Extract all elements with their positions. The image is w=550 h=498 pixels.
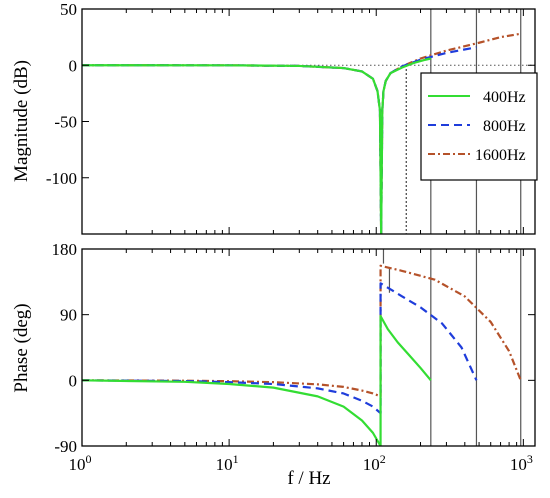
x-tick-label: 100 — [69, 452, 92, 474]
legend: 400Hz 800Hz 1600Hz — [420, 72, 538, 181]
phase-y-tick-label: 0 — [69, 371, 78, 390]
magnitude-series-group — [82, 32, 521, 234]
phase-axes-frame — [81, 248, 536, 447]
legend-label-400hz: 400Hz — [483, 89, 526, 106]
phase-y-tick-label: -90 — [54, 437, 77, 456]
phase-plot: 180 90 0 -90 100 101 102 103 Phase (deg) f / H… — [11, 240, 536, 489]
magnitude-y-tick-label: 0 — [69, 56, 78, 75]
phase-series-1600hz — [82, 264, 522, 398]
legend-label-1600hz: 1600Hz — [475, 147, 526, 164]
magnitude-y-tick-label: 50 — [60, 0, 77, 19]
magnitude-ticks — [81, 8, 535, 234]
magnitude-y-tick-labels: 50 0 -50 -100 — [46, 0, 77, 188]
phase-vertical-lines — [382, 249, 522, 446]
phase-y-tick-labels: 180 90 0 -90 — [52, 240, 78, 456]
phase-y-axis-label: Phase (deg) — [11, 303, 32, 392]
phase-x-tick-labels: 100 101 102 103 — [69, 452, 533, 474]
frequency-x-axis-label: f / Hz — [287, 468, 330, 489]
phase-ticks — [81, 248, 535, 447]
magnitude-series-400hz — [82, 57, 432, 234]
magnitude-y-axis-label: Magnitude (dB) — [11, 60, 32, 182]
x-tick-label: 103 — [510, 452, 533, 474]
phase-series-800hz — [82, 282, 478, 415]
legend-box — [420, 72, 538, 181]
magnitude-plot: 50 0 -50 -100 Magnitude (dB) — [11, 0, 536, 235]
phase-y-tick-label: 90 — [60, 306, 77, 325]
phase-series-400hz — [82, 315, 432, 446]
magnitude-y-tick-label: -100 — [46, 169, 77, 188]
magnitude-y-tick-label: -50 — [54, 113, 77, 132]
legend-label-800hz: 800Hz — [483, 118, 526, 135]
phase-series-group — [82, 264, 522, 446]
x-tick-label: 101 — [216, 452, 239, 474]
phase-y-tick-label: 180 — [52, 240, 78, 259]
x-tick-label: 102 — [363, 452, 386, 474]
